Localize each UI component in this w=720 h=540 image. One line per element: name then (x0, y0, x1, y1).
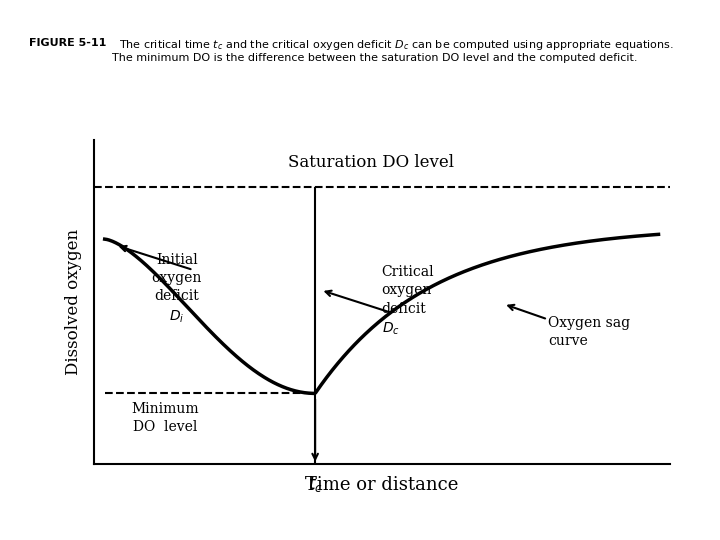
Text: The critical time $t_c$ and the critical oxygen deficit $D_c$ can be computed us: The critical time $t_c$ and the critical… (112, 38, 673, 63)
Y-axis label: Dissolved oxygen: Dissolved oxygen (66, 230, 83, 375)
Text: Critical
oxygen
deficit
$D_c$: Critical oxygen deficit $D_c$ (382, 265, 434, 337)
Text: PEARSON: PEARSON (588, 505, 713, 526)
X-axis label: Time or distance: Time or distance (305, 476, 459, 494)
Text: Basic Environmental Technology, Sixth Edition
Jerry A. Nathanson | Richard A. Sc: Basic Environmental Technology, Sixth Ed… (158, 509, 368, 528)
Text: Oxygen sag
curve: Oxygen sag curve (548, 315, 630, 348)
Text: Initial
oxygen
deficit
$D_i$: Initial oxygen deficit $D_i$ (151, 253, 202, 325)
Text: FIGURE 5-11: FIGURE 5-11 (29, 38, 106, 48)
Text: Saturation DO level: Saturation DO level (287, 154, 454, 171)
Text: Minimum
DO  level: Minimum DO level (132, 402, 199, 434)
Text: $t_c$: $t_c$ (307, 474, 323, 494)
Text: ALWAYS LEARNING: ALWAYS LEARNING (7, 509, 139, 522)
Text: Copyright © 2015 by Pearson Education, Inc.
All Rights Reserve: Copyright © 2015 by Pearson Education, I… (468, 509, 672, 528)
